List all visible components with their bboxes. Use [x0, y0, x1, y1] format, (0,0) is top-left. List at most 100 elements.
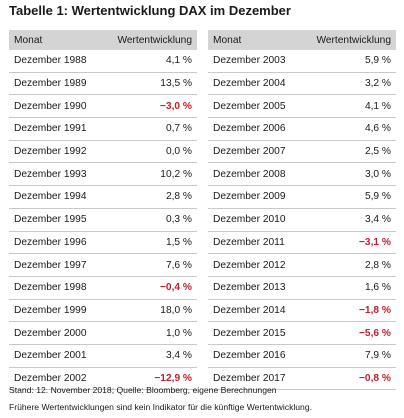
row-value: 1,6 % — [300, 276, 396, 300]
row-month: Dezember 1996 — [9, 231, 102, 255]
table-row: Dezember 2013 1,6 % — [208, 276, 396, 300]
table-row: Dezember 2007 2,5 % — [208, 140, 396, 164]
row-value: 3,2 % — [300, 72, 396, 96]
row-value: 3,4 % — [101, 344, 197, 368]
table-row: Dezember 1995 0,3 % — [9, 208, 197, 232]
row-month: Dezember 1997 — [9, 253, 102, 277]
row-value: 5,9 % — [300, 50, 396, 73]
header-value: Wertentwicklung — [101, 30, 197, 50]
row-value: 2,8 % — [300, 253, 396, 277]
row-month: Dezember 2007 — [208, 140, 301, 164]
table-header-row: Monat Wertentwicklung — [9, 30, 197, 50]
row-month: Dezember 2011 — [208, 231, 301, 255]
row-month: Dezember 1990 — [9, 94, 102, 119]
row-value: 10,2 % — [101, 162, 197, 187]
row-value: 1,0 % — [101, 321, 197, 345]
table-row: Dezember 1993 10,2 % — [9, 162, 197, 187]
row-month: Dezember 2004 — [208, 72, 301, 96]
row-month: Dezember 1991 — [9, 117, 102, 141]
header-value: Wertentwicklung — [300, 30, 396, 50]
table-row: Dezember 2017 −0,8 % — [208, 367, 396, 391]
row-month: Dezember 2013 — [208, 276, 301, 300]
table-row: Dezember 2005 4,1 % — [208, 94, 396, 119]
table-body-left: Dezember 1988 4,1 % Dezember 1989 13,5 % Dez… — [9, 50, 197, 391]
row-value: 7,6 % — [101, 253, 197, 277]
row-value: 3,0 % — [300, 162, 396, 187]
table-row: Dezember 1992 0,0 % — [9, 140, 197, 164]
row-value: −12,9 % — [101, 367, 197, 391]
row-value: 4,1 % — [300, 94, 396, 119]
table-row: Dezember 2011 −3,1 % — [208, 231, 396, 255]
row-month: Dezember 1999 — [9, 299, 102, 323]
row-value: −3,0 % — [101, 94, 197, 119]
row-month: Dezember 2015 — [208, 321, 301, 345]
table-row: Dezember 1991 0,7 % — [9, 117, 197, 141]
table-row: Dezember 2001 3,4 % — [9, 344, 197, 368]
row-value: −0,4 % — [101, 276, 197, 300]
table-row: Dezember 1994 2,8 % — [9, 185, 197, 209]
row-month: Dezember 2001 — [9, 344, 102, 368]
table-row: Dezember 1998 −0,4 % — [9, 276, 197, 300]
row-value: −0,8 % — [300, 367, 396, 391]
table-row: Dezember 1999 18,0 % — [9, 299, 197, 323]
row-month: Dezember 2006 — [208, 117, 301, 141]
table-row: Dezember 2009 5,9 % — [208, 185, 396, 209]
row-value: 1,5 % — [101, 231, 197, 255]
row-month: Dezember 2012 — [208, 253, 301, 277]
table-row: Dezember 1996 1,5 % — [9, 231, 197, 255]
table-row: Dezember 1989 13,5 % — [9, 72, 197, 96]
table-row: Dezember 2004 3,2 % — [208, 72, 396, 96]
row-month: Dezember 1989 — [9, 72, 102, 96]
table-row: Dezember 1997 7,6 % — [9, 253, 197, 277]
row-month: Dezember 2009 — [208, 185, 301, 209]
row-month: Dezember 2017 — [208, 367, 301, 391]
row-value: 5,9 % — [300, 185, 396, 209]
header-month: Monat — [9, 30, 102, 50]
table-row: Dezember 2000 1,0 % — [9, 321, 197, 345]
table-row: Dezember 2015 −5,6 % — [208, 321, 396, 345]
table-row: Dezember 2016 7,9 % — [208, 344, 396, 368]
table-title: Tabelle 1: Wertentwicklung DAX im Dezemb… — [9, 3, 291, 18]
row-month: Dezember 2005 — [208, 94, 301, 119]
disclaimer-note: Frühere Wertentwicklungen sind kein Indi… — [9, 402, 313, 412]
row-month: Dezember 2010 — [208, 208, 301, 232]
row-value: 4,1 % — [101, 50, 197, 73]
table-row: Dezember 2003 5,9 % — [208, 50, 396, 73]
table-row: Dezember 2014 −1,8 % — [208, 299, 396, 323]
row-value: 0,7 % — [101, 117, 197, 141]
table-row: Dezember 2010 3,4 % — [208, 208, 396, 232]
table-row: Dezember 2008 3,0 % — [208, 162, 396, 187]
row-month: Dezember 2000 — [9, 321, 102, 345]
row-month: Dezember 2003 — [208, 50, 301, 73]
row-month: Dezember 2008 — [208, 162, 301, 187]
row-value: 0,3 % — [101, 208, 197, 232]
row-value: 4,6 % — [300, 117, 396, 141]
row-value: 2,5 % — [300, 140, 396, 164]
performance-table-right: Monat Wertentwicklung Dezember 2003 5,9 %… — [208, 30, 396, 391]
row-month: Dezember 1998 — [9, 276, 102, 300]
source-note: Stand: 12. November 2018; Quelle: Bloomb… — [9, 385, 277, 395]
row-month: Dezember 2002 — [9, 367, 102, 391]
performance-table-left: Monat Wertentwicklung Dezember 1988 4,1 %… — [9, 30, 197, 391]
table-body-right: Dezember 2003 5,9 % Dezember 2004 3,2 % Deze… — [208, 50, 396, 391]
row-value: −5,6 % — [300, 321, 396, 345]
row-value: 0,0 % — [101, 140, 197, 164]
row-value: 13,5 % — [101, 72, 197, 96]
table-row: Dezember 1988 4,1 % — [9, 50, 197, 73]
row-month: Dezember 1992 — [9, 140, 102, 164]
row-month: Dezember 1995 — [9, 208, 102, 232]
table-row: Dezember 2012 2,8 % — [208, 253, 396, 277]
table-row: Dezember 2006 4,6 % — [208, 117, 396, 141]
row-month: Dezember 1993 — [9, 162, 102, 187]
row-month: Dezember 1988 — [9, 50, 102, 73]
table-header-row: Monat Wertentwicklung — [208, 30, 396, 50]
table-row: Dezember 1990 −3,0 % — [9, 94, 197, 119]
table-row: Dezember 2002 −12,9 % — [9, 367, 197, 391]
row-value: 7,9 % — [300, 344, 396, 368]
row-month: Dezember 2016 — [208, 344, 301, 368]
row-month: Dezember 2014 — [208, 299, 301, 323]
row-value: −3,1 % — [300, 231, 396, 255]
row-value: 18,0 % — [101, 299, 197, 323]
row-value: −1,8 % — [300, 299, 396, 323]
row-value: 3,4 % — [300, 208, 396, 232]
